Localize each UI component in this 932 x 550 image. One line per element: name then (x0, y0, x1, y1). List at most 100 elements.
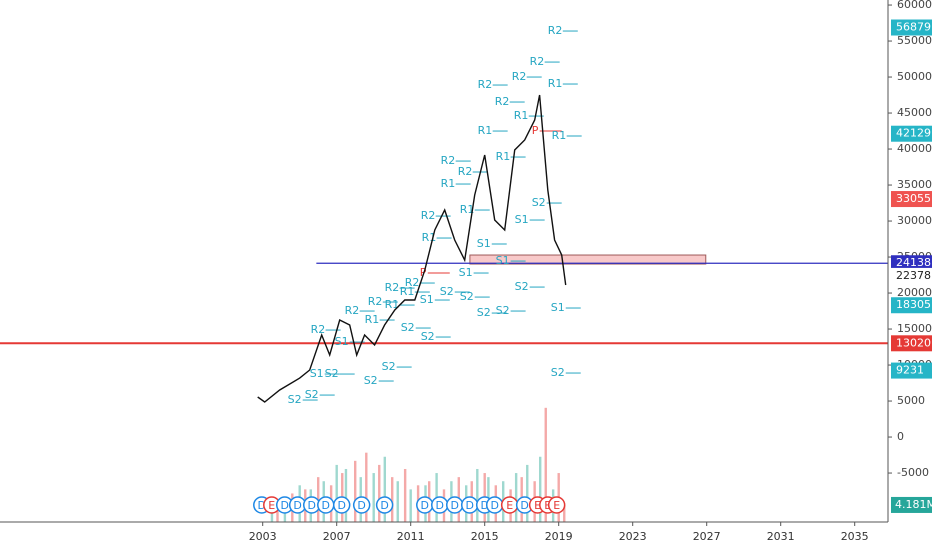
price-tag (891, 125, 932, 142)
pivot-label: R2 (530, 55, 545, 68)
volume-bar (391, 477, 394, 522)
volume-bar (396, 481, 399, 522)
price-tag-label: 33055 (896, 192, 931, 205)
pivot-label: R1 (385, 298, 400, 311)
event-icon (332, 496, 351, 514)
pivot-label: S2 (364, 374, 378, 387)
volume-bar (514, 473, 518, 522)
x-tick-label: 2007 (323, 530, 351, 543)
pivot-label: R2 (405, 276, 420, 289)
price-tag-label: 42129 (896, 127, 931, 140)
volume-tag (891, 496, 932, 513)
pivot-label: R1 (365, 313, 380, 326)
volume-bar (563, 504, 566, 522)
y-tick-label: 5000 (897, 394, 925, 407)
event-label: D (380, 499, 388, 512)
pivot-label: P (532, 124, 539, 137)
volume-bar (344, 468, 348, 522)
pivot-label: R1 (496, 150, 511, 163)
y-tick-label: 15000 (897, 322, 932, 335)
pivot-label: R1 (441, 177, 456, 190)
price-tag (891, 335, 932, 352)
pivot-label: R1 (514, 109, 529, 122)
y-tick-label: -5000 (897, 466, 929, 479)
event-icon (547, 496, 566, 514)
x-tick-label: 2031 (767, 530, 795, 543)
volume-bar (383, 456, 386, 522)
volume-bar (378, 464, 381, 522)
y-tick-label: 20000 (897, 286, 932, 299)
pivot-label: S2 (421, 330, 435, 343)
volume-bar (372, 473, 375, 522)
pivot-label: S2 (305, 388, 319, 401)
y-tick-label: 30000 (897, 214, 932, 227)
pivot-label: R2 (548, 24, 563, 37)
pivot-label: R1 (400, 285, 415, 298)
y-tick-label: 45000 (897, 106, 932, 119)
event-label: D (258, 499, 266, 512)
volume-bar (476, 468, 479, 522)
pivot-label: S1 (477, 237, 491, 250)
pivot-label: R1 (478, 124, 493, 137)
pivot-label: S2 (288, 393, 302, 406)
pivot-label: S2 (551, 366, 565, 379)
price-tag-label: 18305 (896, 298, 931, 311)
pivot-label: S1 (515, 213, 529, 226)
pivot-label: R2 (495, 95, 510, 108)
price-tag (891, 297, 932, 314)
volume-bar (403, 468, 407, 522)
event-label: D (357, 499, 365, 512)
event-label: E (506, 499, 513, 512)
event-label: D (322, 499, 330, 512)
price-tag-label: 24138 (896, 256, 931, 269)
price-tag (891, 255, 932, 272)
pivot-label: R2 (512, 70, 527, 83)
event-label: E (553, 499, 560, 512)
event-label: D (307, 499, 315, 512)
price-line (257, 94, 567, 403)
pivot-label: S2 (382, 360, 396, 373)
pivot-label: S1 (310, 367, 324, 380)
pivot-label: S2 (440, 285, 454, 298)
pivot-label: R2 (385, 281, 400, 294)
price-tag (891, 362, 932, 379)
y-tick-label: 0 (897, 430, 904, 443)
volume-bar (365, 452, 368, 522)
volume-bar (539, 456, 542, 522)
y-tick-label: 60000 (897, 0, 932, 11)
y-tick-label: 40000 (897, 142, 932, 155)
price-tag-label: 22378 (896, 269, 931, 282)
volume-bar (354, 460, 357, 522)
price-tag-label: 56879 (896, 21, 931, 34)
x-tick-label: 2019 (545, 530, 573, 543)
volume-tag-label: 4.181M (895, 498, 932, 511)
event-icon (375, 496, 394, 514)
y-tick-label: 35000 (897, 178, 932, 191)
event-label: D (480, 499, 488, 512)
pivot-label: R2 (368, 295, 383, 308)
volume-bar (335, 464, 338, 522)
x-tick-label: 2023 (619, 530, 647, 543)
zone (469, 254, 707, 265)
x-tick-label: 2003 (249, 530, 277, 543)
event-label: D (280, 499, 288, 512)
price-tag-label: 9231 (896, 364, 924, 377)
pivot-label: S2 (477, 306, 491, 319)
x-tick-label: 2027 (693, 530, 721, 543)
x-tick-label: 2015 (471, 530, 499, 543)
pivot-label: S2 (460, 290, 474, 303)
event-label: D (293, 499, 301, 512)
event-label: D (337, 499, 345, 512)
volume-bar (276, 501, 279, 522)
pivot-label: S2 (401, 321, 415, 334)
pivot-label: S1 (496, 254, 510, 267)
event-label: E (268, 499, 275, 512)
event-label: D (450, 499, 458, 512)
event-label: D (520, 499, 528, 512)
pivot-label: R2 (345, 304, 360, 317)
pivot-label: R1 (460, 203, 475, 216)
pivot-label: S1 (459, 266, 473, 279)
x-tick-label: 2011 (397, 530, 425, 543)
price-tag (891, 191, 932, 208)
